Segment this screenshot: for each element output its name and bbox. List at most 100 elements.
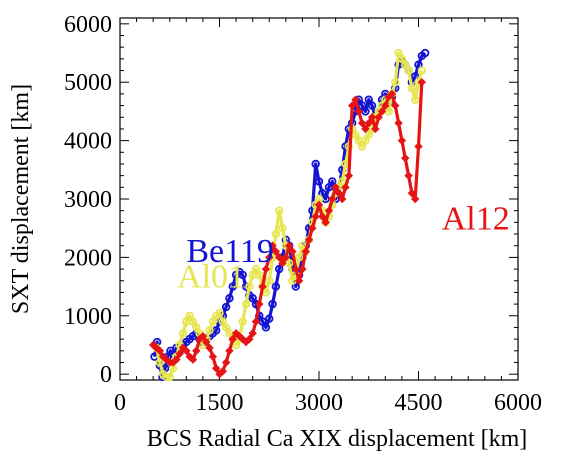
data-point-al12 — [202, 337, 211, 347]
data-point-al01 — [410, 95, 420, 104]
data-point-be119 — [275, 264, 284, 274]
data-point-al12 — [377, 107, 387, 116]
data-point-al12 — [311, 212, 320, 221]
data-point-al12 — [152, 343, 161, 353]
data-point-al01 — [162, 372, 171, 382]
data-point-al01 — [407, 83, 417, 93]
data-point-al12 — [314, 200, 324, 210]
y-tick-label: 1000 — [64, 304, 112, 330]
data-point-al12 — [265, 253, 274, 262]
data-point-al01 — [404, 66, 413, 75]
data-point-be119 — [328, 177, 337, 186]
y-axis-label: SXT displacement [km] — [8, 84, 34, 314]
data-point-al12 — [357, 118, 367, 128]
data-point-be119 — [261, 323, 271, 332]
y-tick-label: 3000 — [64, 187, 112, 213]
series-label-be119: Be119 — [186, 233, 274, 270]
data-point-al12 — [391, 101, 400, 110]
data-point-al12 — [218, 367, 228, 376]
x-tick-label: 4500 — [395, 390, 443, 416]
data-point-al01 — [391, 78, 400, 87]
data-point-al12 — [188, 355, 198, 364]
data-point-al12 — [205, 343, 214, 353]
data-point-al12 — [268, 241, 277, 250]
data-point-al12 — [304, 235, 314, 245]
series-al01 — [152, 48, 427, 382]
data-point-al12 — [271, 247, 281, 256]
data-point-al12 — [367, 113, 377, 122]
data-point-al12 — [344, 171, 354, 180]
data-point-al01 — [338, 177, 347, 186]
data-point-al01 — [178, 329, 188, 338]
series-label-al01: Al01 — [177, 259, 245, 296]
data-point-al12 — [291, 264, 300, 274]
data-point-al12 — [172, 355, 181, 364]
plot-area — [119, 17, 519, 382]
y-tick-label: 4000 — [64, 129, 112, 155]
data-point-al12 — [374, 113, 383, 122]
data-point-al12 — [407, 188, 417, 198]
data-point-be119 — [225, 294, 234, 303]
data-point-al12 — [298, 264, 307, 274]
data-point-al12 — [338, 194, 347, 204]
data-point-al12 — [417, 78, 427, 87]
data-point-al12 — [361, 124, 370, 134]
data-point-al12 — [211, 364, 221, 373]
data-point-al12 — [251, 317, 261, 326]
data-point-al12 — [288, 247, 297, 256]
data-point-al12 — [414, 142, 423, 151]
data-point-al12 — [198, 332, 208, 341]
data-point-al12 — [397, 136, 407, 145]
data-point-be119 — [311, 159, 320, 169]
data-point-al12 — [284, 241, 294, 250]
data-point-al12 — [258, 282, 267, 291]
data-point-al12 — [261, 264, 271, 274]
data-point-al01 — [215, 308, 224, 318]
y-tick-label: 0 — [100, 362, 112, 388]
x-axis-label: BCS Radial Ca XIX displacement [km] — [147, 426, 528, 452]
data-point-al12 — [225, 346, 234, 356]
x-tick-label: 6000 — [494, 390, 542, 416]
data-point-be119 — [268, 299, 277, 309]
data-point-al01 — [417, 66, 427, 75]
data-point-al12 — [331, 183, 340, 192]
data-point-al12 — [281, 253, 291, 262]
data-point-al01 — [294, 253, 304, 262]
data-point-al01 — [155, 358, 164, 367]
data-point-be119 — [420, 48, 430, 58]
data-point-al12 — [155, 346, 164, 356]
data-point-al12 — [347, 101, 357, 110]
series-line-al12 — [152, 82, 424, 376]
series-layer — [148, 48, 430, 382]
data-point-al01 — [271, 229, 281, 239]
data-point-al12 — [387, 89, 397, 99]
data-point-al01 — [255, 270, 264, 280]
data-point-al12 — [404, 171, 413, 180]
data-point-al12 — [351, 95, 360, 104]
data-point-al12 — [381, 101, 390, 110]
data-point-al12 — [208, 352, 218, 361]
data-point-be119 — [314, 177, 324, 186]
data-point-al01 — [205, 326, 214, 335]
data-point-al12 — [371, 124, 380, 134]
data-point-al12 — [228, 334, 237, 344]
data-point-be119 — [238, 270, 247, 280]
data-point-al12 — [328, 194, 337, 204]
data-point-al12 — [178, 343, 188, 353]
data-point-be119 — [271, 282, 281, 291]
data-point-al12 — [248, 329, 257, 338]
data-point-al12 — [275, 253, 284, 262]
data-point-al12 — [294, 276, 304, 285]
data-point-al12 — [175, 349, 184, 358]
data-point-al01 — [238, 317, 247, 326]
y-tick-label: 6000 — [64, 12, 112, 38]
data-point-al12 — [308, 223, 317, 233]
data-point-al12 — [221, 358, 231, 367]
y-tick-label: 2000 — [64, 245, 112, 271]
data-point-al12 — [354, 107, 363, 116]
data-point-al12 — [182, 346, 191, 356]
data-point-al01 — [275, 206, 284, 215]
series-label-al12: Al12 — [442, 200, 510, 237]
